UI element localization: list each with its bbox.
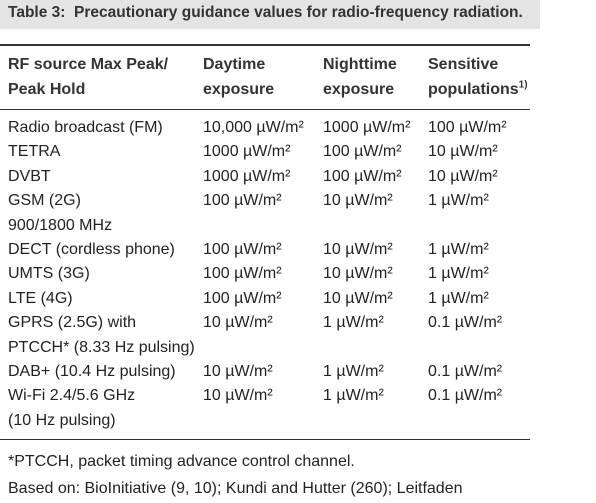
value-cell: 1 µW/m² (428, 192, 489, 210)
value-cell: 1000 µW/m² (323, 119, 411, 136)
value-cell: 100 µW/m² (323, 143, 402, 161)
value-cell: 0.1 µW/m² (428, 387, 503, 405)
row-label: TETRA (8, 143, 61, 161)
value-cell: 1 µW/m² (428, 241, 489, 258)
value-cell: 0.1 µW/m² (428, 314, 503, 332)
value-cell: 100 µW/m² (203, 241, 282, 258)
header-cell: Daytime (203, 56, 266, 73)
value-cell: 10 µW/m² (428, 167, 498, 185)
header-cell: populations1) (428, 80, 528, 100)
header-cell: Nighttime (323, 56, 397, 73)
header-cell: Sensitive (428, 56, 499, 73)
title-label: Table 3: (8, 4, 66, 21)
value-cell: 1 µW/m² (323, 387, 384, 405)
title-bar (0, 0, 540, 29)
row-label: DVBT (8, 167, 51, 185)
row-label: Radio broadcast (FM) (8, 119, 163, 136)
value-cell: 0.1 µW/m² (428, 363, 503, 380)
title-text: Precautionary guidance values for radio-… (74, 4, 523, 21)
footnote: *PTCCH, packet timing advance control ch… (8, 453, 355, 470)
value-cell: 10 µW/m² (323, 265, 393, 283)
value-cell: 100 µW/m² (323, 167, 402, 185)
row-label: GPRS (2.5G) with (8, 314, 137, 332)
value-cell: 1 µW/m² (428, 289, 489, 307)
header-cell: exposure (323, 81, 395, 98)
bottom-rule (0, 439, 530, 440)
title: Table 3: Precautionary guidance values f… (8, 4, 523, 22)
value-cell: 1000 µW/m² (203, 143, 291, 161)
value-cell: 10,000 µW/m² (203, 119, 304, 136)
header-cell: Peak Hold (8, 81, 86, 98)
value-cell: 10 µW/m² (428, 143, 498, 161)
header-cell: exposure (203, 81, 275, 98)
row-label: LTE (4G) (8, 289, 73, 307)
value-cell: 100 µW/m² (203, 289, 282, 307)
footnote: Based on: BioInitiative (9, 10); Kundi a… (8, 480, 463, 497)
value-cell: 1 µW/m² (323, 314, 384, 332)
row-label: (10 Hz pulsing) (8, 411, 116, 429)
row-label: DAB+ (10.4 Hz pulsing) (8, 363, 176, 380)
value-cell: 10 µW/m² (203, 314, 273, 332)
row-label: Wi-Fi 2.4/5.6 GHz (8, 387, 136, 405)
row-label: DECT (cordless phone) (8, 241, 175, 258)
value-cell: 1 µW/m² (323, 363, 384, 380)
value-cell: 100 µW/m² (203, 265, 282, 283)
header-cell: RF source Max Peak/ (8, 56, 169, 73)
note-ref: 1) (518, 79, 528, 91)
row-label: GSM (2G) (8, 192, 81, 210)
row-label: 900/1800 MHz (8, 216, 113, 234)
row-label: UMTS (3G) (8, 265, 90, 283)
value-cell: 10 µW/m² (323, 192, 393, 210)
value-cell: 10 µW/m² (203, 387, 273, 405)
header-text: populations (428, 81, 519, 98)
value-cell: 1000 µW/m² (203, 167, 291, 185)
row-label: PTCCH* (8.33 Hz pulsing) (8, 338, 195, 356)
value-cell: 10 µW/m² (323, 241, 393, 258)
top-rule (0, 44, 530, 46)
value-cell: 100 µW/m² (428, 119, 507, 136)
header-rule (0, 109, 530, 110)
value-cell: 1 µW/m² (428, 265, 489, 283)
value-cell: 10 µW/m² (203, 363, 273, 380)
value-cell: 10 µW/m² (323, 289, 393, 307)
value-cell: 100 µW/m² (203, 192, 282, 210)
